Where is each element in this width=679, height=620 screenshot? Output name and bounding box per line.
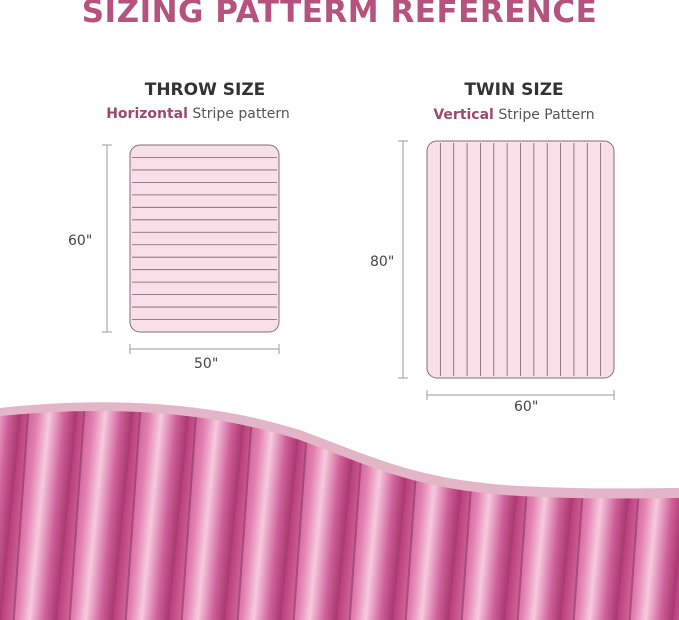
twin-width-label: 60" <box>514 399 539 415</box>
twin-blanket-diagram <box>398 140 615 400</box>
throw-pattern-bold: Horizontal <box>106 106 188 122</box>
page-title: SIZING PATTERM REFERENCE <box>81 0 598 30</box>
throw-width-label: 50" <box>194 356 219 372</box>
twin-heading: TWIN SIZE <box>464 80 564 100</box>
fabric-texture <box>0 410 679 620</box>
throw-blanket-diagram <box>102 144 280 354</box>
throw-heading: THROW SIZE <box>144 80 266 100</box>
twin-pattern-bold: Vertical <box>433 107 494 123</box>
fabric-photo <box>0 402 679 620</box>
twin-pattern-rest: Stripe Pattern <box>498 107 595 123</box>
throw-pattern-label: Horizontal Stripe pattern <box>48 106 348 122</box>
twin-pattern-label: Vertical Stripe Pattern <box>364 107 664 123</box>
throw-pattern-rest: Stripe pattern <box>192 106 290 122</box>
twin-height-label: 80" <box>370 254 395 270</box>
throw-height-label: 60" <box>68 233 93 249</box>
blanket-outline <box>129 144 280 333</box>
